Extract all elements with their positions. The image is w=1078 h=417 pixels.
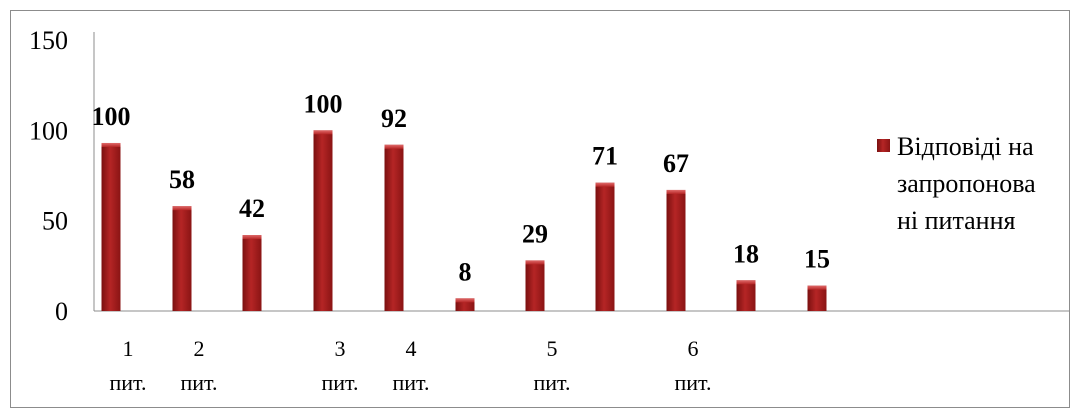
- data-label: 67: [663, 149, 689, 178]
- y-tick-label: 150: [29, 26, 68, 55]
- data-label: 58: [169, 165, 195, 194]
- y-tick-label: 0: [55, 297, 68, 326]
- category-label: пит.: [180, 370, 217, 395]
- bar: [172, 206, 192, 311]
- bar: [595, 182, 615, 311]
- category-label: 5: [547, 336, 558, 361]
- bar: [807, 285, 827, 311]
- legend-label: Відповіді на: [897, 132, 1034, 161]
- bar-cap: [384, 144, 404, 149]
- y-tick-label: 100: [29, 116, 68, 145]
- data-label: 100: [304, 89, 343, 118]
- bar-cap: [525, 260, 545, 265]
- category-label: пит.: [533, 370, 570, 395]
- bar: [313, 130, 333, 311]
- data-label: 92: [381, 104, 407, 133]
- bar: [525, 260, 545, 311]
- category-label: 6: [688, 336, 699, 361]
- data-label: 29: [522, 219, 548, 248]
- bar-cap: [807, 285, 827, 290]
- bar-cap: [455, 298, 475, 303]
- bar: [384, 144, 404, 311]
- legend-swatch: [877, 139, 890, 152]
- bar-cap: [736, 280, 756, 285]
- category-label: 1: [123, 336, 134, 361]
- category-label: пит.: [321, 370, 358, 395]
- category-label: 2: [194, 336, 205, 361]
- bar-cap: [666, 189, 686, 194]
- category-label: 4: [406, 336, 417, 361]
- category-label: пит.: [674, 370, 711, 395]
- bar-cap: [242, 235, 262, 240]
- bar-cap: [172, 206, 192, 211]
- data-label: 71: [592, 142, 618, 171]
- data-label: 100: [92, 102, 131, 131]
- legend-label: запропонова: [897, 169, 1036, 198]
- legend-label: ні питання: [897, 206, 1016, 235]
- bar: [666, 189, 686, 311]
- category-label: пит.: [392, 370, 429, 395]
- data-label: 8: [459, 257, 472, 286]
- bar-cap: [595, 182, 615, 187]
- category-label: 3: [335, 336, 346, 361]
- bar-cap: [101, 142, 121, 147]
- data-label: 42: [239, 194, 265, 223]
- category-label: пит.: [109, 370, 146, 395]
- y-tick-label: 50: [42, 207, 68, 236]
- bar: [242, 235, 262, 311]
- bar: [101, 142, 121, 311]
- bar: [736, 280, 756, 311]
- bar-cap: [313, 130, 333, 135]
- data-label: 18: [733, 239, 759, 268]
- data-label: 15: [804, 245, 830, 274]
